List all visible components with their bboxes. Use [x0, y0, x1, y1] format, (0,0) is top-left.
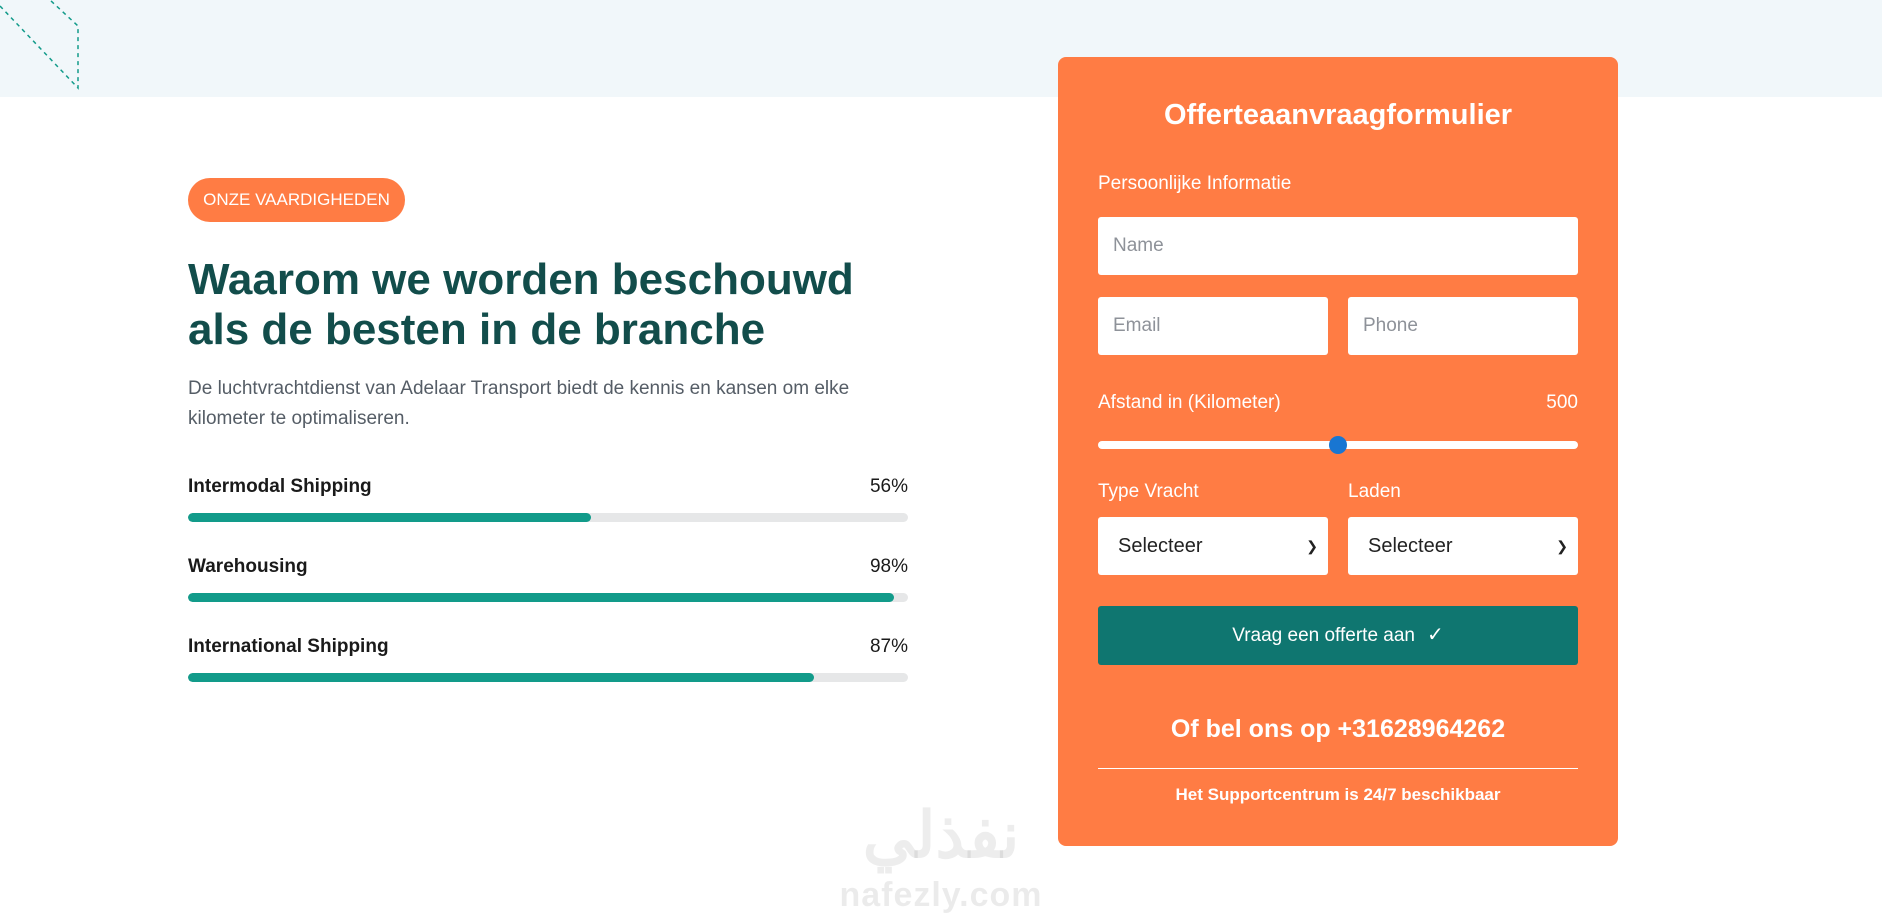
progress-track — [188, 593, 908, 602]
skill-international-shipping: International Shipping 87% — [188, 636, 908, 686]
personal-info-label: Persoonlijke Informatie — [1098, 173, 1292, 194]
phone-input[interactable] — [1348, 297, 1578, 355]
slider-thumb[interactable] — [1329, 436, 1347, 454]
progress-fill — [188, 673, 815, 682]
loading-select[interactable]: Selecteer ❯ — [1348, 517, 1578, 575]
cargo-type-select[interactable]: Selecteer ❯ — [1098, 517, 1328, 575]
chevron-down-icon: ❯ — [1556, 538, 1568, 554]
skill-percent: 87% — [869, 636, 908, 657]
progress-track — [188, 513, 908, 522]
quote-form-card: Offerteaanvraagformulier Persoonlijke In… — [1058, 57, 1618, 846]
email-input[interactable] — [1098, 297, 1328, 355]
section-heading: Waarom we worden beschouwd als de besten… — [188, 255, 854, 354]
progress-fill — [188, 513, 592, 522]
support-text: Het Supportcentrum is 24/7 beschikbaar — [1175, 785, 1501, 804]
skill-label: Warehousing — [188, 556, 308, 577]
skill-percent: 98% — [869, 556, 908, 577]
divider — [1098, 768, 1578, 769]
cargo-type-label: Type Vracht — [1098, 481, 1199, 502]
submit-label: Vraag een offerte aan — [1232, 625, 1415, 646]
check-icon: ✓ — [1427, 624, 1444, 646]
skill-percent: 56% — [869, 476, 908, 497]
watermark-logo-arabic: نفذلي — [862, 799, 1020, 871]
distance-slider[interactable] — [1098, 436, 1578, 454]
skill-intermodal-shipping: Intermodal Shipping 56% — [188, 476, 908, 526]
loading-selected: Selecteer — [1368, 535, 1453, 557]
decorative-dashed-shape — [0, 0, 79, 90]
call-text: Of bel ons op +31628964262 — [1170, 715, 1506, 743]
section-description: De luchtvrachtdienst van Adelaar Transpo… — [188, 378, 850, 429]
submit-quote-button[interactable]: Vraag een offerte aan ✓ — [1098, 606, 1578, 665]
skill-label: International Shipping — [188, 636, 389, 657]
skill-label: Intermodal Shipping — [188, 476, 372, 497]
progress-fill — [188, 593, 894, 602]
watermark-logo-latin: nafezly.com — [839, 876, 1043, 914]
progress-track — [188, 673, 908, 682]
section-badge: ONZE VAARDIGHEDEN — [188, 178, 405, 222]
distance-value: 500 — [1546, 392, 1578, 413]
form-title: Offerteaanvraagformulier — [1163, 99, 1513, 131]
skill-warehousing: Warehousing 98% — [188, 556, 908, 606]
distance-label: Afstand in (Kilometer) — [1098, 392, 1281, 413]
loading-label: Laden — [1348, 481, 1401, 502]
cargo-type-selected: Selecteer — [1118, 535, 1203, 557]
name-input[interactable] — [1098, 217, 1578, 275]
chevron-down-icon: ❯ — [1306, 538, 1318, 554]
